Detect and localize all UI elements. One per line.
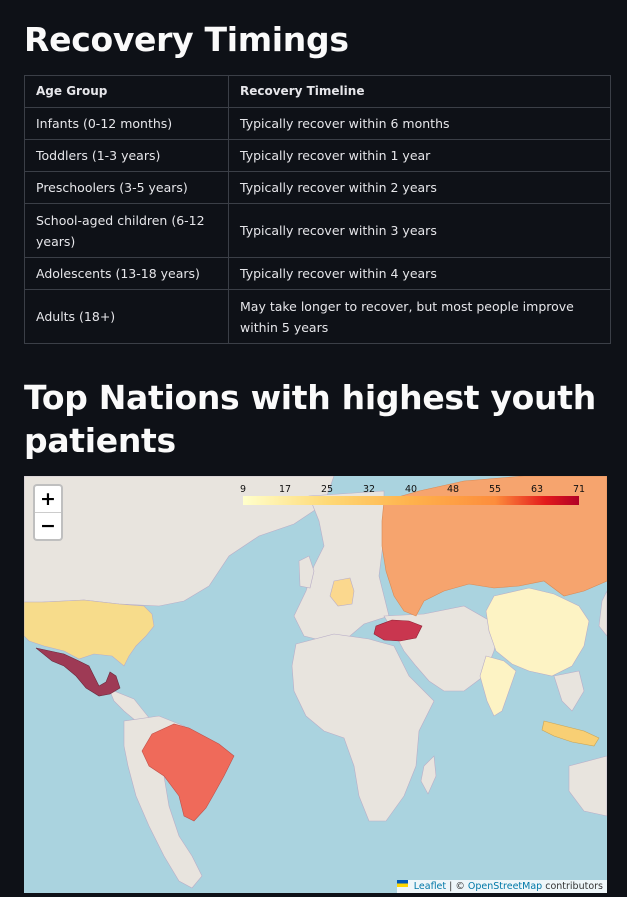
table-row: School-aged children (6-12 years) Typica… [24,203,611,258]
recovery-timeline-cell: Typically recover within 2 years [228,171,611,204]
age-group-header: Age Group [24,75,229,108]
attribution-suffix: contributors [542,881,603,892]
recovery-timeline-cell: Typically recover within 4 years [228,257,611,290]
legend-gradient-bar [243,496,579,505]
legend-tick-label: 25 [321,484,333,495]
recovery-timeline-header: Recovery Timeline [228,75,611,108]
legend-tick-label: 9 [240,484,246,495]
recovery-timeline-cell: Typically recover within 6 months [228,107,611,140]
germany-region[interactable] [329,577,355,607]
table-row: Toddlers (1-3 years) Typically recover w… [24,139,611,172]
map-canvas[interactable]: 9 17 25 32 40 48 55 63 71 [24,476,607,893]
table-row: Adults (18+) May take longer to recover,… [24,289,611,344]
age-group-cell: Toddlers (1-3 years) [24,139,229,172]
table-row: Adolescents (13-18 years) Typically reco… [24,257,611,290]
recovery-timings-title: Recovery Timings [24,20,349,59]
russia-region[interactable] [381,476,607,617]
map-attribution: Leaflet | © OpenStreetMap contributors [396,880,607,893]
age-group-cell: Preschoolers (3-5 years) [24,171,229,204]
choropleth-map[interactable]: 9 17 25 32 40 48 55 63 71 + − Leaflet | © OpenSt… [24,476,607,893]
color-legend: 9 17 25 32 40 48 55 63 71 [240,484,585,505]
turkey-region[interactable] [373,619,423,642]
recovery-timeline-cell: Typically recover within 1 year [228,139,611,172]
brazil-region[interactable] [141,723,235,822]
table-row: Preschoolers (3-5 years) Typically recov… [24,171,611,204]
age-group-cell: Infants (0-12 months) [24,107,229,140]
legend-tick-label: 48 [447,484,459,495]
canada-land [24,476,335,607]
legend-tick-label: 55 [489,484,501,495]
recovery-timeline-cell: May take longer to recover, but most peo… [228,289,611,344]
china-region[interactable] [485,587,590,677]
legend-tick-label: 71 [573,484,585,495]
recovery-table: Age Group Recovery Timeline Infants (0-1… [24,75,611,344]
uk-land [298,555,315,589]
zoom-control: + − [33,484,63,541]
africa-land [291,633,435,822]
legend-tick-label: 40 [405,484,417,495]
indonesia-region[interactable] [541,720,600,747]
legend-tick-label: 17 [279,484,291,495]
mexico-region[interactable] [35,647,121,697]
india-region[interactable] [479,655,517,717]
madagascar-land [420,755,437,795]
attribution-separator: | © [446,881,468,892]
table-row: Infants (0-12 months) Typically recover … [24,107,611,140]
ukraine-flag-icon [396,880,412,890]
zoom-out-button[interactable]: − [35,512,61,539]
age-group-cell: Adults (18+) [24,289,229,344]
top-nations-title: Top Nations with highest youth patients [24,378,596,460]
japan-land [598,590,607,637]
age-group-cell: Adolescents (13-18 years) [24,257,229,290]
table-header-row: Age Group Recovery Timeline [24,75,611,108]
southeast-asia-land [553,670,585,712]
age-group-cell: School-aged children (6-12 years) [24,203,229,258]
usa-region[interactable] [24,599,155,667]
leaflet-link[interactable]: Leaflet [413,881,447,892]
legend-tick-label: 63 [531,484,543,495]
openstreetmap-link[interactable]: OpenStreetMap [467,881,543,892]
recovery-timeline-cell: Typically recover within 3 years [228,203,611,258]
legend-tick-label: 32 [363,484,375,495]
australia-land [568,755,607,817]
zoom-in-button[interactable]: + [40,488,56,510]
